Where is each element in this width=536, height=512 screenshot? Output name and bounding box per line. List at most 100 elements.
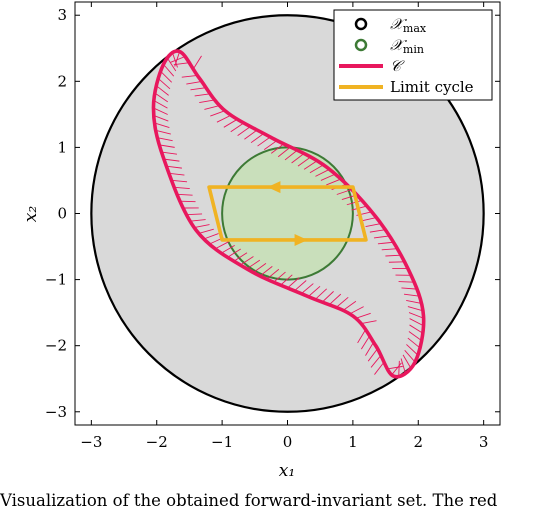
hatch-mark: [166, 165, 182, 169]
hatch-mark: [190, 219, 206, 222]
x-tick-label: 2: [413, 433, 423, 451]
hatch-mark: [163, 158, 180, 162]
y-tick-label: −2: [45, 337, 67, 355]
x-tick-label: −3: [80, 433, 102, 451]
hatch-mark: [186, 81, 202, 85]
hatch-mark: [291, 153, 305, 164]
hatch-mark: [174, 51, 181, 67]
hatch-mark: [321, 291, 334, 303]
hatch-mark: [381, 248, 398, 251]
hatch-mark: [407, 337, 421, 349]
hatch-mark: [360, 335, 371, 350]
legend-entry: Limit cycle: [339, 78, 474, 96]
hatch-mark: [328, 293, 342, 306]
hatch-mark: [198, 228, 214, 234]
hatch-mark: [237, 126, 251, 136]
hatch-mark: [160, 70, 173, 83]
y-tick-label: 3: [57, 6, 67, 24]
y-tick-label: −3: [45, 403, 67, 421]
hatch-mark: [156, 85, 169, 96]
hatch-mark: [216, 114, 232, 123]
y-tick-label: 2: [57, 72, 67, 90]
hatch-mark: [214, 241, 230, 250]
x-tick-label: 3: [479, 433, 489, 451]
legend-entry: 𝒳min: [354, 36, 424, 56]
hatch-mark: [370, 355, 382, 368]
hatch-mark: [166, 57, 177, 72]
hatch-mark: [194, 93, 211, 97]
ticks: −3 −2 −1 0 1 2 3 −3 −2 −1 0 1 2 3: [45, 2, 500, 451]
x-tick-label: −2: [146, 433, 168, 451]
hatch-mark: [192, 55, 202, 70]
hatch-mark: [210, 110, 226, 117]
hatch-mark: [230, 122, 245, 133]
hatch-mark: [168, 172, 185, 176]
hatch-mark: [387, 365, 403, 370]
hatch-mark: [170, 56, 186, 63]
figure-caption: Visualization of the obtained forward-in…: [0, 491, 498, 510]
hatch-mark: [367, 348, 378, 362]
hatch-mark: [173, 62, 190, 66]
hatch-mark: [326, 178, 342, 186]
series-c-hatching: [153, 51, 424, 377]
hatch-mark: [194, 224, 210, 228]
legend-marker: [354, 38, 368, 52]
hatch-mark: [303, 160, 318, 170]
hatch-mark: [409, 324, 424, 334]
hatch-mark: [176, 193, 193, 196]
hatch-mark: [336, 189, 352, 195]
hatch-mark: [403, 293, 420, 297]
hatch-mark: [320, 173, 336, 181]
x-tick-label: −1: [211, 433, 233, 451]
hatch-mark: [273, 271, 286, 283]
hatch-mark: [407, 306, 424, 312]
x-tick-label: 0: [283, 433, 293, 451]
hatch-mark: [342, 300, 357, 311]
hatch-mark: [374, 361, 385, 375]
hatch-mark: [240, 256, 254, 266]
hatch-mark: [159, 144, 175, 148]
y-tick-label: 1: [57, 138, 67, 156]
hatch-mark: [357, 329, 367, 344]
hatch-mark: [309, 164, 324, 174]
hatch-mark: [153, 115, 169, 122]
hatch-mark: [203, 233, 219, 240]
hatch-mark: [401, 287, 418, 290]
y-tick-label: 0: [57, 205, 67, 223]
legend-label: Limit cycle: [390, 78, 474, 96]
hatch-mark: [259, 265, 273, 277]
hatch-mark: [335, 296, 349, 308]
hatch-mark: [315, 168, 330, 177]
limit-cycle-arrow: [294, 233, 308, 246]
hatch-mark: [163, 64, 175, 77]
hatch-mark: [204, 105, 220, 110]
hatch-mark: [227, 248, 241, 258]
hatch-mark: [253, 262, 267, 273]
hatch-mark: [349, 306, 364, 315]
hatch-mark: [233, 252, 248, 262]
hatch-mark: [280, 274, 293, 286]
hatch-mark: [172, 52, 178, 68]
hatch-mark: [154, 122, 170, 128]
series-c-curve: [151, 49, 426, 379]
hatch-mark: [186, 213, 203, 216]
hatch-mark: [181, 74, 198, 78]
hatch-mark: [223, 118, 238, 128]
chart: −3 −2 −1 0 1 2 3 −3 −2 −1 0 1 2 3 x₁ x₂ 𝒳max𝒳min𝒞Limi…: [21, 1, 501, 481]
hatch-mark: [266, 268, 280, 280]
hatch-mark: [190, 87, 207, 91]
hatch-mark: [355, 312, 371, 319]
legend-marker: [354, 17, 368, 31]
hatch-mark: [277, 146, 291, 158]
y-tick-label: −1: [45, 271, 67, 289]
hatch-mark: [157, 78, 171, 90]
hatch-mark: [157, 137, 173, 142]
legend-label: 𝒳min: [390, 36, 424, 56]
hatch-mark: [284, 149, 298, 161]
hatch-mark: [161, 151, 178, 155]
hatch-mark: [406, 344, 419, 356]
hatch-mark: [263, 140, 278, 151]
hatch-mark: [361, 217, 377, 222]
hatch-mark: [244, 129, 258, 140]
